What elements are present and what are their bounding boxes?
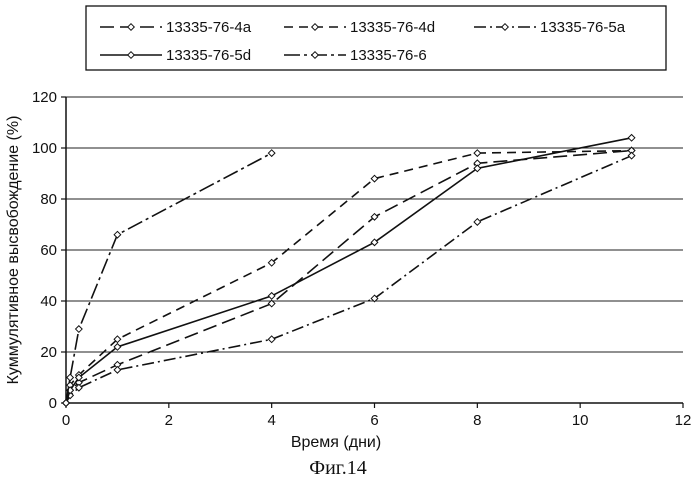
data-point-5-4: [114, 231, 121, 238]
data-point-5-1: [63, 400, 70, 407]
y-axis-title: Куммулятивное высвобождение (%): [5, 116, 22, 385]
series-line-2: [66, 151, 632, 403]
data-point-3-7: [474, 219, 481, 226]
data-point-3-5: [268, 336, 275, 343]
x-tick-label-4: 4: [267, 412, 275, 429]
y-tick-label-60: 60: [40, 242, 57, 259]
data-point-2-6: [371, 175, 378, 182]
legend-label-2: 13335-76-4d: [350, 19, 435, 36]
data-point-5-2: [67, 374, 74, 381]
x-tick-label-2: 2: [165, 412, 173, 429]
series-3: [63, 152, 635, 406]
y-tick-label-100: 100: [32, 140, 57, 157]
legend-label-4: 13335-76-5d: [166, 47, 251, 64]
data-point-2-7: [474, 150, 481, 157]
data-point-4-5: [268, 293, 275, 300]
x-tick-label-12: 12: [675, 412, 692, 429]
x-tick-labels: 0 2 4 6 8 10 12: [62, 412, 692, 429]
data-point-3-4: [114, 367, 121, 374]
y-tick-label-120: 120: [32, 89, 57, 106]
legend: 13335-76-4a 13335-76-4d 13335-76-5a 13335-7…: [86, 6, 666, 70]
x-tick-label-6: 6: [370, 412, 378, 429]
x-tick-label-8: 8: [473, 412, 481, 429]
data-point-3-8: [628, 152, 635, 159]
y-tick-label-40: 40: [40, 293, 57, 310]
axes: [61, 97, 683, 408]
x-tick-label-0: 0: [62, 412, 70, 429]
y-tick-label-20: 20: [40, 344, 57, 361]
series-2: [63, 147, 635, 406]
y-tick-label-0: 0: [49, 395, 57, 412]
data-point-5-3: [76, 326, 83, 333]
series-line-1: [66, 151, 632, 403]
series-1: [63, 147, 635, 406]
data-point-5-5: [268, 150, 275, 157]
x-axis-title: Время (дни): [291, 434, 381, 451]
legend-label-5: 13335-76-6: [350, 47, 427, 64]
data-point-4-8: [628, 135, 635, 142]
y-tick-label-80: 80: [40, 191, 57, 208]
series-line-5: [66, 153, 272, 403]
series-line-3: [66, 156, 632, 403]
series-5: [63, 150, 275, 407]
x-tick-label-10: 10: [572, 412, 589, 429]
data-series: [63, 135, 635, 407]
y-tick-labels: 0 20 40 60 80 100 120: [32, 89, 57, 412]
legend-label-1: 13335-76-4a: [166, 19, 252, 36]
series-4: [63, 135, 635, 407]
legend-label-3: 13335-76-5a: [540, 19, 626, 36]
figure-caption: Фиг.14: [309, 457, 366, 479]
grid-lines: [66, 97, 683, 352]
